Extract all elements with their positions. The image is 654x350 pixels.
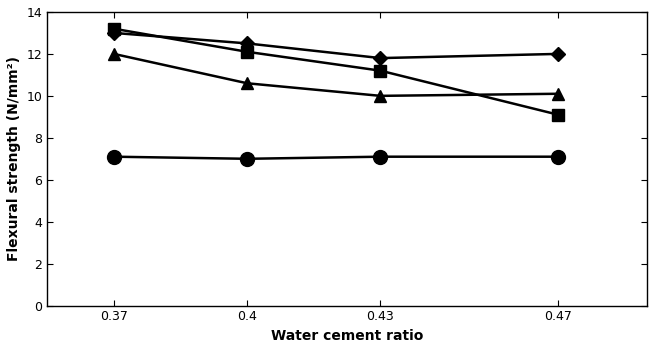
X-axis label: Water cement ratio: Water cement ratio xyxy=(271,329,423,343)
Y-axis label: Flexural strength (N/mm²): Flexural strength (N/mm²) xyxy=(7,56,21,261)
